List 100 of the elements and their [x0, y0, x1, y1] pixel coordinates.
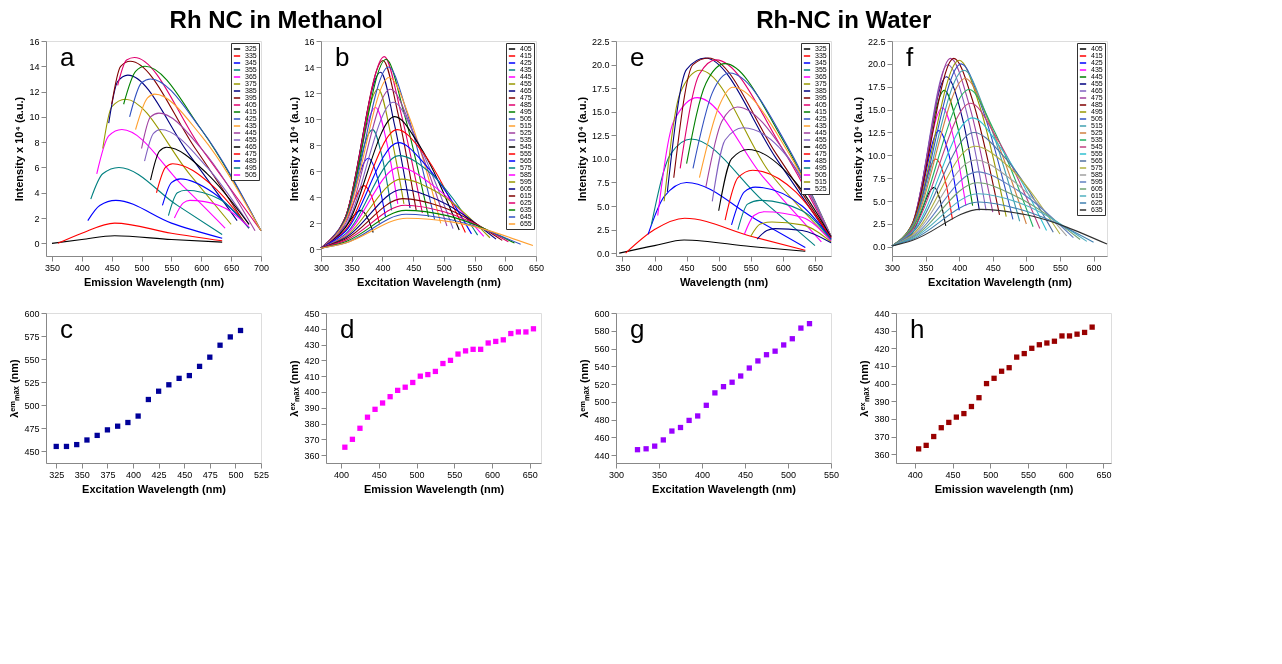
y-tick-label: 4 — [309, 192, 315, 203]
x-tick-label: 600 — [484, 469, 500, 480]
y-tick-label: 4 — [34, 188, 40, 199]
x-axis-title: Excitation Wavelength (nm) — [357, 275, 502, 288]
y-tick-label: 5.0 — [596, 201, 610, 212]
y-tick-label: 2 — [34, 213, 40, 224]
y-tick-label: 370 — [304, 434, 320, 445]
x-tick-label: 600 — [1086, 262, 1102, 273]
x-axis-title: Emission Wavelength (nm) — [363, 482, 505, 495]
y-tick-label: 430 — [874, 326, 890, 337]
y-tick-label: 440 — [304, 324, 320, 335]
y-tick-label: 12 — [29, 87, 40, 98]
y-tick-label: 430 — [304, 340, 320, 351]
y-tick-label: 390 — [874, 396, 890, 407]
annotation: c — [60, 314, 73, 344]
x-tick-label: 550 — [447, 469, 463, 480]
x-tick-label: 350 — [651, 469, 668, 480]
x-tick-label: 350 — [44, 262, 60, 273]
x-tick-label: 500 — [409, 469, 425, 480]
y-tick-label: 14 — [304, 62, 315, 73]
x-tick-label: 325 — [49, 469, 65, 480]
x-tick-label: 600 — [194, 262, 210, 273]
y-tick-label: 20.0 — [867, 59, 886, 70]
x-tick-label: 650 — [522, 469, 538, 480]
y-tick-label: 12 — [304, 88, 315, 99]
x-tick-label: 600 — [1058, 469, 1074, 480]
y-tick-label: 2.5 — [872, 219, 886, 230]
y-axis-title: λᵉˣₘₐₓ (nm) — [288, 360, 301, 417]
x-tick-label: 450 — [945, 469, 961, 480]
annotation: b — [335, 42, 350, 72]
x-tick-label: 600 — [498, 262, 514, 273]
x-tick-label: 550 — [743, 262, 759, 273]
annotation: e — [630, 42, 645, 72]
x-tick-label: 500 — [228, 469, 244, 480]
annotation: d — [340, 314, 355, 344]
x-tick-label: 450 — [679, 262, 695, 273]
x-tick-label: 400 — [375, 262, 391, 273]
y-tick-label: 600 — [594, 308, 610, 319]
annotation: a — [60, 42, 75, 72]
y-tick-label: 580 — [594, 326, 610, 337]
x-tick-label: 300 — [313, 262, 330, 273]
y-tick-label: 16 — [304, 36, 315, 47]
x-tick-label: 400 — [907, 469, 923, 480]
chart-title: Rh-NC in Water — [756, 5, 932, 33]
x-tick-label: 400 — [74, 262, 90, 273]
y-axis-title: λᵉˣₘₐₓ (nm) — [858, 360, 871, 417]
y-tick-label: 20.0 — [591, 60, 610, 71]
annotation: g — [630, 314, 645, 344]
y-tick-label: 450 — [24, 446, 40, 457]
x-tick-label: 550 — [1021, 469, 1037, 480]
x-tick-label: 650 — [1096, 469, 1112, 480]
y-tick-label: 6 — [34, 162, 40, 173]
y-tick-label: 575 — [24, 331, 40, 342]
y-tick-label: 400 — [304, 387, 320, 398]
y-tick-label: 420 — [304, 355, 320, 366]
x-tick-label: 500 — [436, 262, 452, 273]
chart-title: Rh NC in Methanol — [169, 5, 383, 33]
x-tick-label: 425 — [151, 469, 167, 480]
y-tick-label: 550 — [24, 354, 40, 365]
y-axis-title: λᵉᵐₘₐₓ (nm) — [578, 358, 591, 418]
y-tick-label: 0.0 — [596, 248, 610, 259]
y-tick-label: 10 — [304, 114, 315, 125]
x-tick-label: 450 — [177, 469, 193, 480]
y-tick-label: 10 — [29, 112, 40, 123]
x-tick-label: 650 — [807, 262, 823, 273]
x-tick-label: 300 — [608, 469, 625, 480]
y-tick-label: 500 — [594, 397, 610, 408]
x-tick-label: 475 — [202, 469, 218, 480]
x-tick-label: 400 — [647, 262, 663, 273]
y-tick-label: 12.5 — [867, 127, 886, 138]
y-tick-label: 560 — [594, 344, 610, 354]
y-tick-label: 10.0 — [867, 150, 886, 161]
annotation: f — [906, 42, 914, 72]
x-tick-label: 500 — [983, 469, 999, 480]
y-tick-label: 540 — [594, 361, 610, 372]
x-tick-label: 700 — [253, 262, 270, 273]
y-tick-label: 6 — [309, 166, 315, 177]
y-axis-title: λᵉᵐₘₐₓ (nm) — [8, 358, 21, 418]
y-tick-label: 410 — [874, 361, 890, 372]
y-tick-label: 390 — [304, 403, 320, 414]
y-tick-label: 15.0 — [867, 105, 886, 116]
x-tick-label: 500 — [1019, 262, 1035, 273]
y-tick-label: 14 — [29, 61, 40, 72]
x-tick-label: 550 — [164, 262, 180, 273]
x-tick-label: 450 — [371, 469, 387, 480]
y-tick-label: 16 — [29, 36, 40, 47]
y-tick-label: 380 — [874, 414, 890, 425]
x-tick-label: 375 — [100, 469, 116, 480]
x-tick-label: 500 — [711, 262, 727, 273]
x-tick-label: 550 — [823, 469, 840, 480]
x-tick-label: 500 — [780, 469, 797, 480]
x-tick-label: 350 — [74, 469, 90, 480]
y-tick-label: 22.5 — [867, 36, 886, 47]
x-axis-title: Excitation Wavelength (nm) — [652, 482, 797, 495]
x-tick-label: 350 — [615, 262, 631, 273]
y-axis-title: Intensity x 10⁴ (a.u.) — [575, 96, 588, 202]
x-tick-label: 400 — [334, 469, 350, 480]
x-tick-label: 550 — [1052, 262, 1068, 273]
y-tick-label: 460 — [594, 432, 610, 443]
y-tick-label: 2.5 — [596, 225, 610, 236]
